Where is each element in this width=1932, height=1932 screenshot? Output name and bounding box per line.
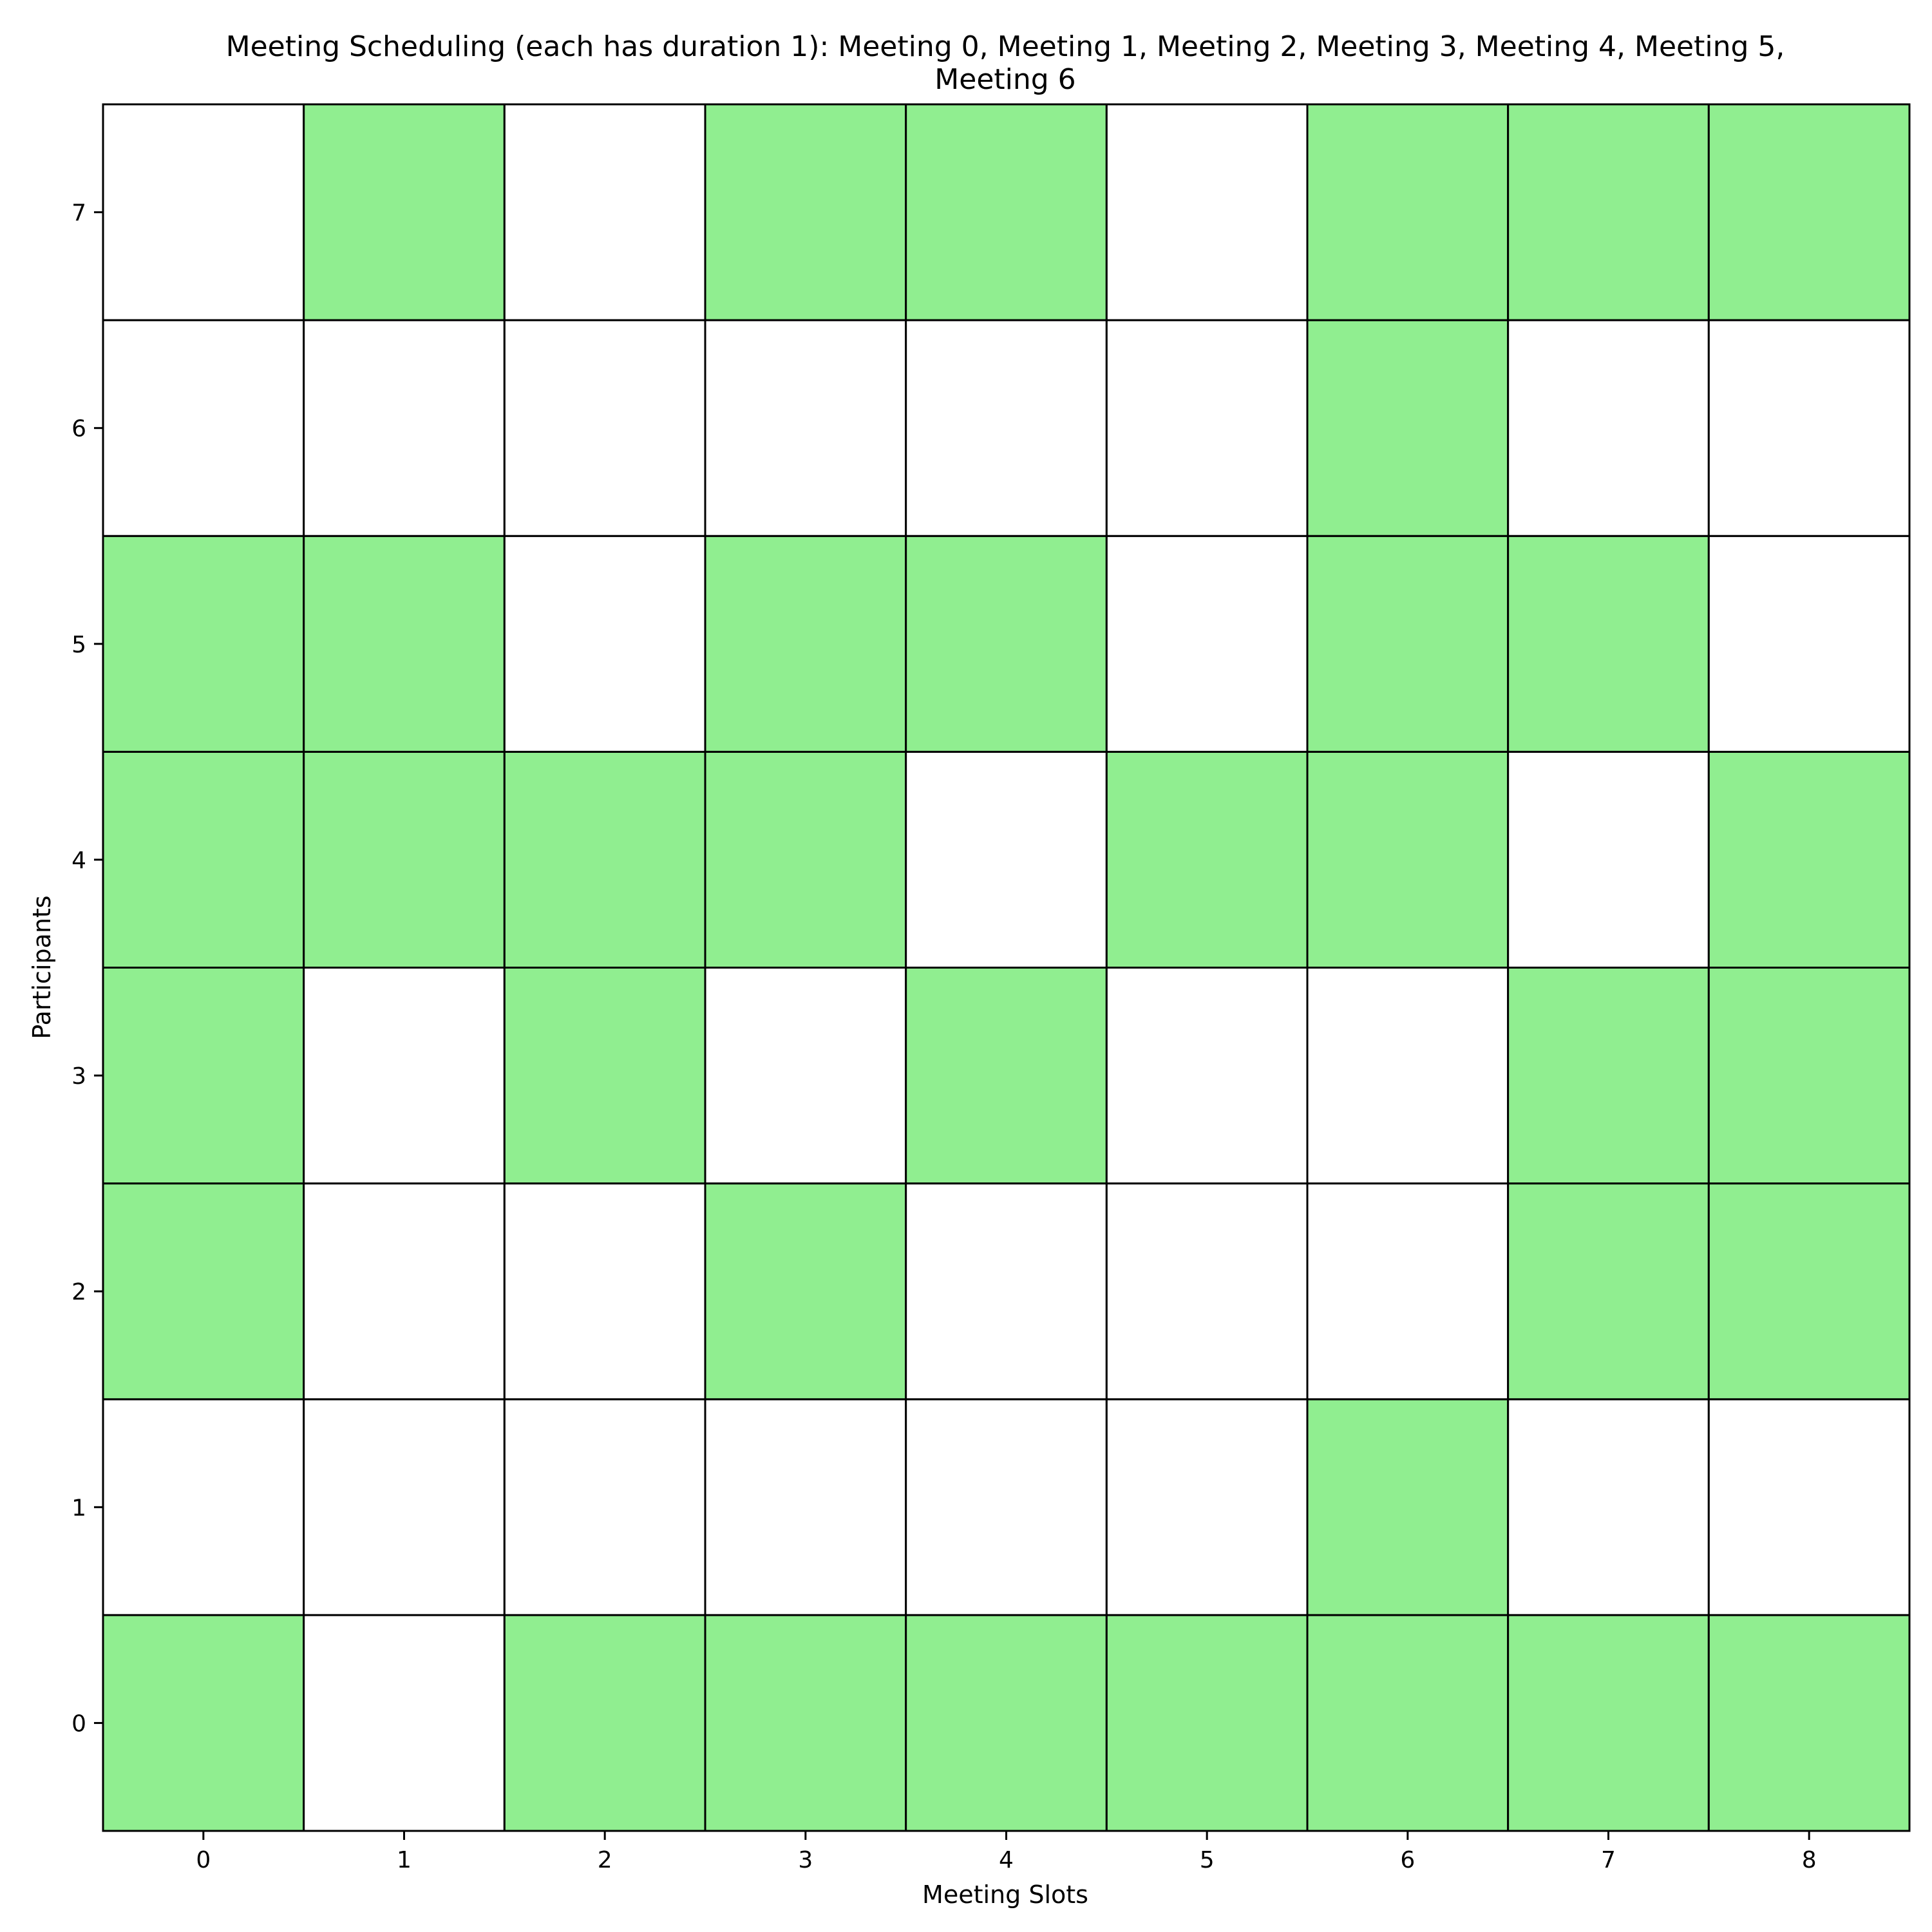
cell-participant-4-slot-0	[102, 750, 305, 969]
y-tick-label: 2	[71, 1279, 86, 1305]
x-tick-label: 3	[798, 1847, 813, 1873]
cell-participant-1-slot-5	[1105, 1398, 1309, 1616]
cell-participant-7-slot-0	[102, 103, 305, 321]
y-axis-label: Participants	[28, 895, 56, 1039]
cell-participant-7-slot-7	[1507, 103, 1710, 321]
cell-participant-4-slot-5	[1105, 750, 1309, 969]
x-axis-ticks: 0 1 2 3 4 5 6 7 8	[196, 1831, 1817, 1873]
chart-title-line-1: Meeting Scheduling (each has duration 1)…	[226, 30, 1785, 63]
cell-participant-6-slot-7	[1507, 319, 1710, 537]
cell-participant-2-slot-6	[1306, 1182, 1510, 1401]
cell-participant-0-slot-7	[1507, 1614, 1710, 1832]
cell-participant-5-slot-3	[704, 535, 907, 753]
cell-participant-5-slot-2	[503, 535, 706, 753]
cell-participant-0-slot-6	[1306, 1614, 1510, 1832]
cell-participant-1-slot-3	[704, 1398, 907, 1616]
chart-title-line-2: Meeting 6	[934, 63, 1075, 96]
cell-participant-1-slot-4	[905, 1398, 1108, 1616]
cell-participant-1-slot-1	[303, 1398, 506, 1616]
cell-participant-6-slot-2	[503, 319, 706, 537]
cell-participant-5-slot-4	[905, 535, 1108, 753]
cell-participant-7-slot-3	[704, 103, 907, 321]
cell-participant-0-slot-4	[905, 1614, 1108, 1832]
cell-participant-6-slot-5	[1105, 319, 1309, 537]
cell-participant-4-slot-6	[1306, 750, 1510, 969]
cell-participant-6-slot-4	[905, 319, 1108, 537]
cell-participant-2-slot-2	[503, 1182, 706, 1401]
cell-participant-3-slot-0	[102, 967, 305, 1185]
cell-participant-1-slot-8	[1707, 1398, 1911, 1616]
cell-participant-7-slot-5	[1105, 103, 1309, 321]
y-tick-label: 1	[71, 1495, 86, 1521]
cell-participant-2-slot-4	[905, 1182, 1108, 1401]
cell-participant-3-slot-8	[1707, 967, 1911, 1185]
x-axis-label: Meeting Slots	[922, 1880, 1088, 1909]
cell-participant-1-slot-7	[1507, 1398, 1710, 1616]
cell-participant-4-slot-1	[303, 750, 506, 969]
cell-participant-6-slot-0	[102, 319, 305, 537]
heatmap-cells	[102, 103, 1911, 1832]
cell-participant-7-slot-8	[1707, 103, 1911, 321]
cell-participant-4-slot-3	[704, 750, 907, 969]
cell-participant-0-slot-1	[303, 1614, 506, 1832]
y-tick-label: 0	[71, 1710, 86, 1737]
cell-participant-2-slot-1	[303, 1182, 506, 1401]
cell-participant-3-slot-6	[1306, 967, 1510, 1185]
cell-participant-0-slot-0	[102, 1614, 305, 1832]
x-tick-label: 7	[1601, 1847, 1616, 1873]
cell-participant-7-slot-1	[303, 103, 506, 321]
cell-participant-3-slot-5	[1105, 967, 1309, 1185]
cell-participant-3-slot-1	[303, 967, 506, 1185]
cell-participant-2-slot-3	[704, 1182, 907, 1401]
cell-participant-7-slot-4	[905, 103, 1108, 321]
cell-participant-4-slot-4	[905, 750, 1108, 969]
x-tick-label: 2	[598, 1847, 612, 1873]
y-tick-label: 6	[71, 416, 86, 442]
cell-participant-5-slot-0	[102, 535, 305, 753]
y-tick-label: 4	[71, 848, 86, 874]
cell-participant-2-slot-0	[102, 1182, 305, 1401]
cell-participant-5-slot-8	[1707, 535, 1911, 753]
cell-participant-1-slot-2	[503, 1398, 706, 1616]
cell-participant-2-slot-8	[1707, 1182, 1911, 1401]
cell-participant-4-slot-2	[503, 750, 706, 969]
cell-participant-6-slot-8	[1707, 319, 1911, 537]
y-tick-label: 3	[71, 1063, 86, 1090]
cell-participant-2-slot-5	[1105, 1182, 1309, 1401]
cell-participant-2-slot-7	[1507, 1182, 1710, 1401]
y-tick-label: 7	[71, 200, 86, 227]
cell-participant-0-slot-5	[1105, 1614, 1309, 1832]
cell-participant-6-slot-6	[1306, 319, 1510, 537]
x-tick-label: 0	[196, 1847, 211, 1873]
cell-participant-0-slot-3	[704, 1614, 907, 1832]
cell-participant-1-slot-6	[1306, 1398, 1510, 1616]
y-tick-label: 5	[71, 632, 86, 658]
y-axis-ticks: 0 1 2 3 4 5 6 7	[71, 200, 103, 1737]
cell-participant-4-slot-8	[1707, 750, 1911, 969]
cell-participant-7-slot-2	[503, 103, 706, 321]
cell-participant-4-slot-7	[1507, 750, 1710, 969]
cell-participant-3-slot-7	[1507, 967, 1710, 1185]
cell-participant-6-slot-3	[704, 319, 907, 537]
x-tick-label: 5	[1200, 1847, 1215, 1873]
cell-participant-5-slot-5	[1105, 535, 1309, 753]
cell-participant-5-slot-7	[1507, 535, 1710, 753]
cell-participant-3-slot-2	[503, 967, 706, 1185]
cell-participant-3-slot-4	[905, 967, 1108, 1185]
cell-participant-5-slot-6	[1306, 535, 1510, 753]
cell-participant-1-slot-0	[102, 1398, 305, 1616]
cell-participant-7-slot-6	[1306, 103, 1510, 321]
x-tick-label: 4	[999, 1847, 1014, 1873]
cell-participant-0-slot-8	[1707, 1614, 1911, 1832]
cell-participant-0-slot-2	[503, 1614, 706, 1832]
cell-participant-3-slot-3	[704, 967, 907, 1185]
cell-participant-6-slot-1	[303, 319, 506, 537]
x-tick-label: 6	[1400, 1847, 1415, 1873]
x-tick-label: 1	[397, 1847, 412, 1873]
x-tick-label: 8	[1802, 1847, 1817, 1873]
cell-participant-5-slot-1	[303, 535, 506, 753]
